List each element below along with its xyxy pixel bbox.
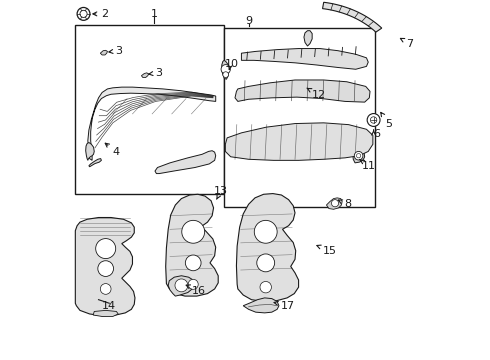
Polygon shape — [322, 2, 382, 32]
Circle shape — [188, 279, 198, 289]
Circle shape — [80, 10, 87, 18]
Polygon shape — [304, 31, 312, 46]
Polygon shape — [155, 151, 216, 174]
Bar — [75, 24, 223, 194]
Polygon shape — [93, 310, 118, 316]
Text: 9: 9 — [245, 16, 252, 26]
Circle shape — [221, 64, 230, 74]
Circle shape — [367, 113, 380, 126]
Polygon shape — [88, 87, 216, 160]
Circle shape — [185, 255, 201, 271]
Polygon shape — [142, 73, 148, 77]
Text: 4: 4 — [105, 143, 120, 157]
Polygon shape — [222, 60, 229, 79]
Text: 7: 7 — [400, 39, 414, 49]
Text: 10: 10 — [224, 59, 239, 69]
Circle shape — [260, 282, 271, 293]
Polygon shape — [235, 80, 370, 102]
Circle shape — [182, 220, 205, 243]
Polygon shape — [237, 194, 298, 301]
Circle shape — [331, 200, 339, 207]
Text: 1: 1 — [150, 9, 157, 19]
Polygon shape — [166, 194, 218, 296]
Text: 11: 11 — [359, 159, 376, 171]
Polygon shape — [225, 123, 373, 160]
Circle shape — [356, 154, 361, 158]
Circle shape — [354, 152, 363, 160]
Polygon shape — [353, 150, 365, 163]
Circle shape — [77, 8, 90, 20]
Circle shape — [257, 254, 275, 272]
Circle shape — [370, 117, 377, 123]
Circle shape — [223, 72, 228, 77]
Text: 17: 17 — [274, 301, 295, 311]
Text: 12: 12 — [307, 88, 326, 100]
Text: 6: 6 — [374, 129, 381, 139]
Text: 13: 13 — [214, 186, 228, 199]
Circle shape — [96, 239, 116, 258]
Polygon shape — [326, 198, 342, 209]
Polygon shape — [89, 158, 101, 167]
Circle shape — [175, 279, 188, 292]
Polygon shape — [243, 298, 279, 313]
Text: 3: 3 — [149, 68, 162, 78]
Circle shape — [100, 284, 111, 294]
Text: 5: 5 — [381, 112, 392, 129]
Bar — [223, 28, 375, 207]
Polygon shape — [86, 143, 94, 160]
Polygon shape — [168, 276, 194, 296]
Text: 16: 16 — [186, 285, 206, 296]
Text: 14: 14 — [102, 301, 116, 311]
Circle shape — [98, 261, 114, 276]
Text: 8: 8 — [338, 199, 351, 209]
Text: 3: 3 — [109, 46, 122, 56]
Text: 15: 15 — [317, 245, 337, 256]
Text: 2: 2 — [93, 9, 108, 19]
Polygon shape — [242, 49, 368, 69]
Polygon shape — [100, 50, 107, 55]
Circle shape — [254, 220, 277, 243]
Polygon shape — [75, 217, 135, 316]
